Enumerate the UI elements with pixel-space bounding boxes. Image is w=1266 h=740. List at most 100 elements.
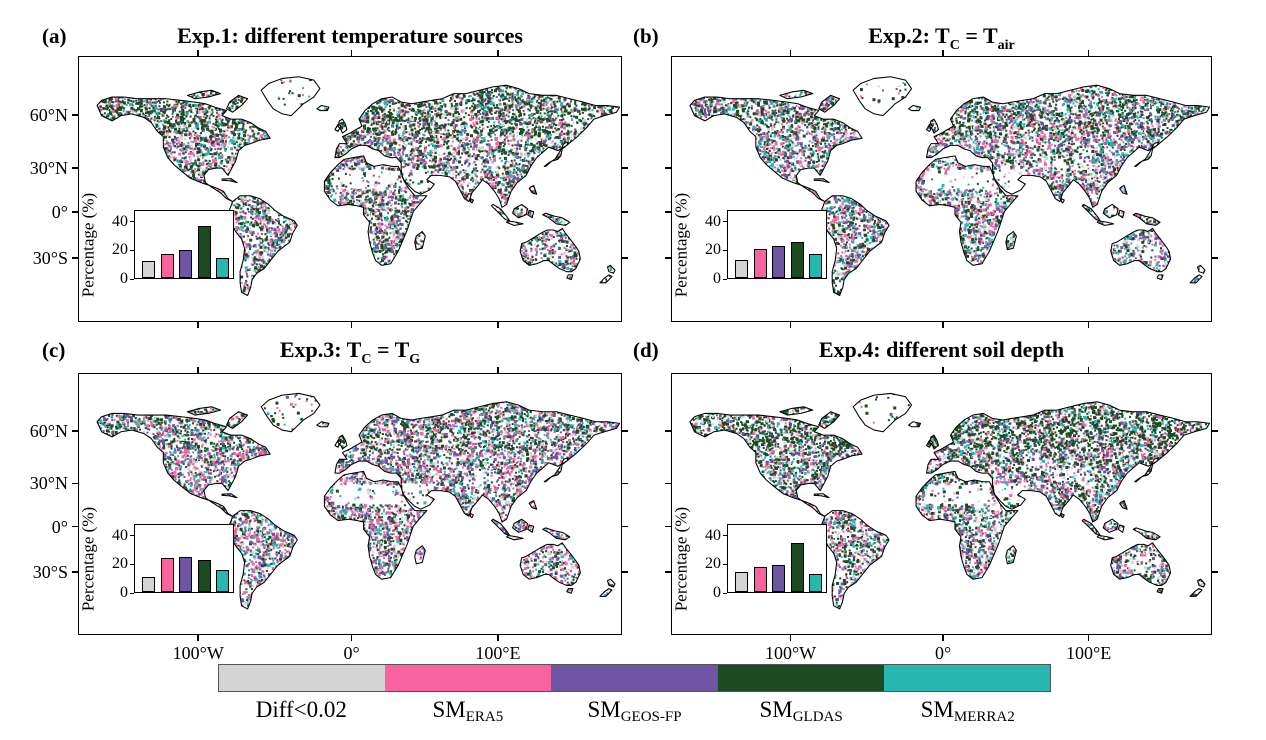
panel-title: Exp.3: TC = TG bbox=[279, 337, 421, 367]
latitude-tick-label: 0° bbox=[51, 201, 68, 222]
latitude-tick bbox=[1212, 482, 1218, 485]
latitude-tick bbox=[72, 257, 78, 259]
latitude-tick bbox=[72, 430, 78, 432]
latitude-tick bbox=[72, 211, 78, 213]
longitude-tick bbox=[789, 322, 792, 328]
inset-bar-chart bbox=[727, 210, 827, 279]
inset-bar bbox=[790, 242, 804, 278]
inset-bar bbox=[142, 261, 155, 278]
inset-y-tick bbox=[723, 535, 727, 536]
latitude-tick bbox=[665, 114, 671, 116]
latitude-tick-label: 30°N bbox=[29, 473, 68, 494]
title-subscript: G bbox=[409, 352, 421, 367]
legend-label-main: Diff<0.02 bbox=[255, 697, 347, 722]
title-subscript: C bbox=[949, 38, 960, 53]
latitude-tick bbox=[665, 257, 671, 259]
inset-y-tick bbox=[130, 563, 134, 565]
latitude-tick bbox=[622, 571, 628, 573]
latitude-tick bbox=[72, 114, 78, 116]
panel-letter-label: (b) bbox=[633, 24, 659, 48]
latitude-tick bbox=[622, 114, 628, 116]
longitude-tick-label: 0° bbox=[343, 643, 360, 663]
inset-bar bbox=[197, 226, 211, 278]
legend-entry-label: SMGLDAS bbox=[759, 698, 842, 725]
latitude-tick bbox=[622, 211, 628, 213]
latitude-tick bbox=[1212, 430, 1218, 432]
inset-y-tick bbox=[723, 592, 727, 594]
latitude-tick bbox=[72, 167, 78, 169]
latitude-tick bbox=[665, 525, 671, 528]
inset-bar bbox=[790, 543, 804, 592]
inset-bar bbox=[735, 572, 748, 592]
inset-bar bbox=[735, 260, 748, 278]
inset-y-tick-label: 0 bbox=[120, 270, 128, 287]
latitude-tick-label: 30°N bbox=[29, 157, 68, 178]
longitude-tick bbox=[942, 367, 944, 373]
inset-y-axis-label: Percentage (%) bbox=[78, 506, 98, 611]
inset-y-tick bbox=[130, 592, 134, 594]
longitude-tick bbox=[497, 322, 499, 328]
latitude-tick bbox=[72, 525, 78, 528]
longitude-tick bbox=[789, 367, 792, 373]
longitude-tick bbox=[497, 367, 499, 373]
longitude-tick-label: 100°E bbox=[1066, 643, 1112, 663]
longitude-tick-label: 100°E bbox=[475, 643, 521, 663]
longitude-tick bbox=[942, 322, 944, 328]
latitude-tick bbox=[665, 211, 671, 213]
inset-y-axis-label: Percentage (%) bbox=[78, 192, 98, 297]
inset-y-tick-label: 40 bbox=[112, 212, 128, 230]
legend-color-segment bbox=[219, 665, 386, 691]
map-frame bbox=[78, 373, 622, 635]
title-text: = T bbox=[959, 23, 998, 48]
inset-bar bbox=[772, 246, 785, 278]
legend-colorbar bbox=[218, 664, 1051, 692]
inset-y-tick-label: 0 bbox=[713, 584, 721, 601]
title-text: Exp.3: T bbox=[279, 337, 362, 362]
legend-entry-label: SMERA5 bbox=[433, 698, 504, 725]
panel-letter-label: (a) bbox=[42, 24, 67, 48]
longitude-tick bbox=[789, 50, 792, 56]
title-text: Exp.2: T bbox=[868, 23, 950, 48]
latitude-tick bbox=[665, 167, 671, 169]
longitude-tick bbox=[789, 635, 792, 641]
panel-title: Exp.2: TC = Tair bbox=[868, 23, 1015, 53]
longitude-tick bbox=[197, 367, 199, 373]
latitude-tick bbox=[665, 482, 671, 485]
legend-entry-label: SMGEOS-FP bbox=[587, 698, 681, 725]
inset-y-tick bbox=[130, 278, 134, 280]
inset-bar bbox=[179, 250, 192, 278]
latitude-tick bbox=[1212, 114, 1218, 116]
latitude-tick-label: 0° bbox=[51, 516, 68, 537]
latitude-tick-label: 60°N bbox=[29, 421, 68, 442]
latitude-tick bbox=[665, 430, 671, 432]
latitude-tick bbox=[72, 482, 78, 485]
inset-y-axis-label: Percentage (%) bbox=[671, 506, 691, 611]
panel-letter-label: (c) bbox=[42, 338, 66, 362]
inset-y-tick-label: 0 bbox=[713, 270, 721, 287]
longitude-tick bbox=[942, 50, 944, 56]
longitude-tick bbox=[197, 322, 199, 328]
longitude-tick-label: 100°W bbox=[764, 643, 817, 663]
latitude-tick bbox=[1212, 257, 1218, 259]
latitude-tick bbox=[1212, 571, 1218, 573]
longitude-tick bbox=[497, 635, 499, 641]
inset-y-tick-label: 20 bbox=[112, 241, 128, 259]
legend-label-main: SM bbox=[587, 697, 621, 722]
inset-bar-chart bbox=[727, 524, 827, 593]
title-text: Exp.1: different temperature sources bbox=[177, 23, 523, 48]
latitude-tick bbox=[622, 430, 628, 432]
longitude-tick bbox=[942, 635, 944, 641]
title-subscript: air bbox=[997, 38, 1015, 53]
longitude-tick bbox=[350, 367, 353, 373]
inset-y-tick bbox=[130, 249, 134, 251]
latitude-tick-label: 60°N bbox=[29, 105, 68, 126]
legend-label-subscript: MERRA2 bbox=[953, 709, 1015, 725]
inset-y-tick-label: 20 bbox=[705, 555, 721, 573]
inset-bar bbox=[179, 557, 192, 592]
panel-letter-label: (d) bbox=[633, 338, 659, 362]
inset-bar bbox=[753, 249, 767, 278]
legend-entry-label: SMMERRA2 bbox=[921, 698, 1015, 725]
inset-bar bbox=[197, 560, 211, 592]
latitude-tick bbox=[1212, 525, 1218, 528]
